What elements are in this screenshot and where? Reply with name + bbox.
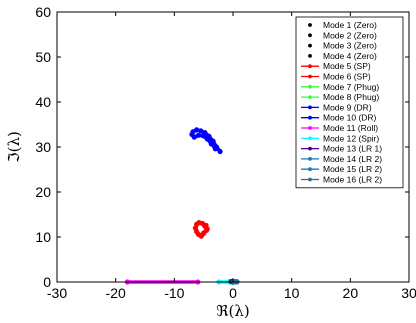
legend-label: Mode 15 (LR 2) [323, 164, 382, 174]
data-point [204, 136, 210, 142]
legend-label: Mode 7 (Phug) [323, 82, 379, 92]
legend: Mode 1 (Zero)Mode 2 (Zero)Mode 3 (Zero)M… [295, 16, 404, 189]
data-point [201, 230, 207, 236]
x-tick-label: 10 [284, 285, 300, 301]
legend-swatch-marker [308, 136, 312, 141]
legend-label: Mode 14 (LR 2) [323, 154, 382, 164]
data-point [191, 134, 197, 140]
legend-label: Mode 4 (Zero) [323, 51, 377, 61]
legend-item: Mode 6 (SP) [301, 72, 371, 82]
legend-swatch-marker [308, 105, 312, 110]
x-tick-label: 30 [401, 285, 416, 301]
x-tick-label: -30 [47, 285, 67, 301]
legend-swatch-marker [308, 33, 312, 38]
legend-swatch-marker [308, 146, 312, 151]
y-axis-label: ℑ(λ) [5, 131, 23, 163]
y-tick-label: 30 [35, 139, 51, 155]
legend-item: Mode 9 (DR) [301, 102, 372, 112]
legend-label: Mode 8 (Phug) [323, 92, 379, 102]
legend-item: Mode 14 (LR 2) [301, 154, 382, 164]
legend-swatch-marker [308, 157, 312, 161]
legend-swatch-marker [308, 177, 312, 182]
legend-swatch-marker [308, 95, 312, 99]
legend-swatch-marker [308, 74, 312, 79]
x-tick-label: 0 [229, 285, 237, 301]
legend-item: Mode 4 (Zero) [308, 51, 377, 61]
legend-label: Mode 6 (SP) [323, 72, 371, 82]
y-tick-label: 50 [35, 49, 51, 65]
y-tick-label: 20 [35, 184, 51, 200]
legend-item: Mode 8 (Phug) [301, 92, 379, 102]
y-tick-label: 0 [43, 274, 51, 290]
legend-item: Mode 12 (Spir) [301, 133, 379, 143]
legend-label: Mode 1 (Zero) [323, 20, 377, 30]
legend-swatch-marker [308, 84, 312, 89]
legend-item: Mode 1 (Zero) [308, 20, 377, 30]
y-tick-label: 60 [35, 4, 51, 20]
legend-swatch-marker [308, 54, 312, 58]
legend-item: Mode 10 (DR) [301, 113, 377, 123]
data-point [200, 133, 206, 139]
legend-label: Mode 10 (DR) [323, 113, 377, 123]
y-tick-label: 40 [35, 94, 51, 110]
legend-item: Mode 15 (LR 2) [301, 164, 382, 174]
data-point [195, 132, 201, 138]
legend-label: Mode 12 (Spir) [323, 133, 379, 143]
legend-item: Mode 16 (LR 2) [301, 175, 382, 185]
legend-swatch-marker [308, 115, 312, 120]
legend-item: Mode 5 (SP) [301, 61, 371, 71]
x-tick-label: -20 [106, 285, 126, 301]
legend-swatch-marker [308, 126, 312, 130]
x-axis-label: ℜ(λ) [216, 302, 249, 320]
data-point [208, 141, 214, 147]
data-point [217, 148, 223, 155]
legend-swatch-marker [308, 43, 312, 48]
x-tick-label: 20 [343, 285, 359, 301]
legend-swatch-marker [308, 167, 312, 172]
data-point [203, 222, 209, 228]
y-tick-label: 10 [35, 229, 51, 245]
legend-label: Mode 11 (Roll) [323, 123, 378, 133]
data-point [194, 127, 200, 133]
legend-label: Mode 2 (Zero) [323, 30, 377, 40]
legend-item: Mode 7 (Phug) [301, 82, 379, 92]
legend-label: Mode 9 (DR) [323, 102, 372, 112]
legend-item: Mode 2 (Zero) [308, 30, 377, 40]
x-tick-label: -10 [164, 285, 184, 301]
legend-item: Mode 13 (LR 1) [301, 144, 382, 154]
tick-layer: -30 -20 -10 0 10 20 30 0 10 20 30 40 50 60 [35, 4, 416, 301]
legend-swatch-marker [308, 64, 312, 69]
data-point [198, 128, 204, 134]
legend-item: Mode 11 (Roll) [301, 123, 378, 133]
series-mode-6 [192, 222, 210, 239]
legend-item: Mode 3 (Zero) [308, 41, 377, 51]
legend-swatch-marker [308, 23, 312, 27]
legend-label: Mode 3 (Zero) [323, 41, 377, 51]
data-point [212, 146, 218, 152]
legend-label: Mode 13 (LR 1) [323, 144, 382, 154]
series-mode-10 [189, 131, 218, 152]
legend-label: Mode 16 (LR 2) [323, 175, 382, 185]
legend-label: Mode 5 (SP) [323, 61, 371, 71]
